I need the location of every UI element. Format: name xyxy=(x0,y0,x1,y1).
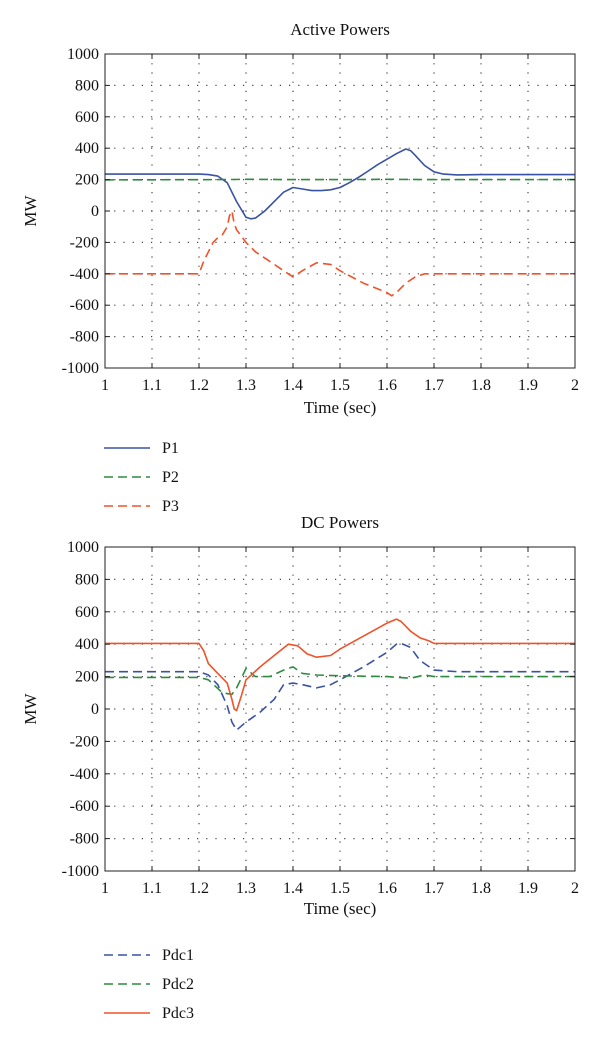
x-tick-label: 1.9 xyxy=(518,377,538,394)
x-axis-label: Time (sec) xyxy=(304,899,377,918)
x-tick-label: 1.4 xyxy=(283,377,303,394)
x-tick-label: 1.8 xyxy=(471,880,491,897)
y-tick-label: -1000 xyxy=(62,360,99,377)
plot-lines xyxy=(104,148,575,297)
y-tick-label: 200 xyxy=(75,669,99,686)
x-tick-label: 1.7 xyxy=(424,377,444,394)
series-line-pdc2 xyxy=(105,666,575,696)
y-tick-label: -400 xyxy=(70,766,99,783)
y-tick-label: 0 xyxy=(91,203,99,220)
x-tick-label: 1.3 xyxy=(236,880,256,897)
grid xyxy=(105,54,575,368)
y-tick-label: 600 xyxy=(75,109,99,126)
y-tick-label: 400 xyxy=(75,636,99,653)
x-tick-label: 1.1 xyxy=(142,377,162,394)
legend: Pdc1 Pdc2 Pdc3 xyxy=(104,947,194,1022)
x-tick-label: 1.5 xyxy=(330,880,350,897)
series-line-pdc3 xyxy=(105,618,575,712)
legend-label: P3 xyxy=(162,498,179,515)
y-tick-label: 1000 xyxy=(67,539,99,556)
x-axis-label: Time (sec) xyxy=(304,398,377,417)
x-tick-label: 1 xyxy=(101,880,109,897)
legend-label: Pdc1 xyxy=(162,947,194,964)
axis-ticks: 1 1.1 1.2 1.3 1.4 1.5 1.6 1.7 1.8 1.9 2 1000 800 600 4… xyxy=(62,46,579,394)
x-tick-label: 1.2 xyxy=(189,377,209,394)
legend: P1 P2 P3 xyxy=(104,440,179,515)
series-line-p2 xyxy=(104,178,575,181)
x-tick-label: 1.6 xyxy=(377,880,397,897)
x-tick-label: 1.9 xyxy=(518,880,538,897)
x-tick-label: 1.1 xyxy=(142,880,162,897)
y-tick-label: -800 xyxy=(70,329,99,346)
y-tick-label: -200 xyxy=(70,733,99,750)
legend-label: Pdc3 xyxy=(162,1005,194,1022)
x-tick-label: 1.2 xyxy=(189,880,209,897)
y-tick-label: 800 xyxy=(75,77,99,94)
legend-label: P1 xyxy=(162,440,179,457)
chart-title: Active Powers xyxy=(290,20,390,39)
legend-label: Pdc2 xyxy=(162,976,194,993)
x-tick-label: 1.8 xyxy=(471,377,491,394)
y-tick-label: -1000 xyxy=(62,863,99,880)
y-tick-label: 400 xyxy=(75,140,99,157)
x-tick-label: 1 xyxy=(101,377,109,394)
y-tick-label: -400 xyxy=(70,266,99,283)
y-tick-label: 200 xyxy=(75,172,99,189)
x-tick-label: 2 xyxy=(571,880,579,897)
y-axis-label: MW xyxy=(21,194,40,226)
y-tick-label: 600 xyxy=(75,604,99,621)
grid xyxy=(105,547,575,871)
y-tick-label: 800 xyxy=(75,571,99,588)
x-tick-label: 1.3 xyxy=(236,377,256,394)
y-tick-label: -600 xyxy=(70,297,99,314)
chart-title: DC Powers xyxy=(301,513,379,532)
legend-label: P2 xyxy=(162,469,179,486)
series-line-pdc1 xyxy=(105,642,575,731)
x-tick-label: 1.6 xyxy=(377,377,397,394)
plot-lines xyxy=(105,618,575,731)
chart-dc-powers: DC Powers 1 1.1 1.2 1.3 1.4 1.5 1.6 1.7 1.8 1.9 21… xyxy=(21,513,579,1022)
series-line-p3 xyxy=(105,210,575,297)
series-line-p1 xyxy=(105,148,575,220)
y-tick-label: -200 xyxy=(70,234,99,251)
y-tick-label: -800 xyxy=(70,831,99,848)
y-axis-label: MW xyxy=(21,692,40,724)
x-tick-label: 1.7 xyxy=(424,880,444,897)
x-tick-label: 2 xyxy=(571,377,579,394)
chart-active-powers: Active Powers 1 1.1 1.2 1.3 1.4 1.5 1.6 1.7 1.8 1… xyxy=(21,20,579,515)
y-tick-label: -600 xyxy=(70,798,99,815)
plot-frame xyxy=(104,546,576,872)
axis-ticks: 1 1.1 1.2 1.3 1.4 1.5 1.6 1.7 1.8 1.9 2 1000 800 600 4… xyxy=(62,539,579,897)
x-tick-label: 1.5 xyxy=(330,377,350,394)
y-tick-label: 1000 xyxy=(67,46,99,63)
y-tick-label: 0 xyxy=(91,701,99,718)
x-tick-label: 1.4 xyxy=(283,880,303,897)
